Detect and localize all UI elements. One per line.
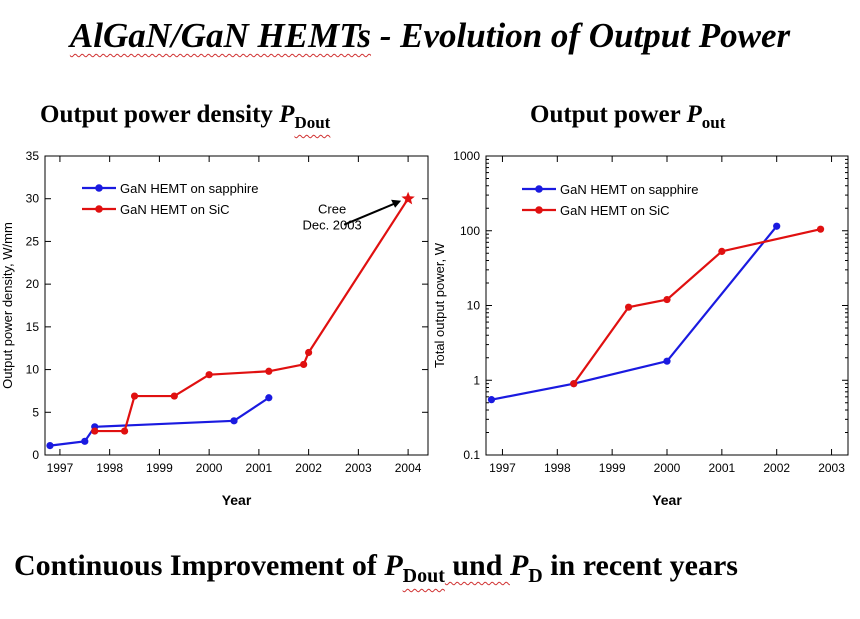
y-tick-label: 20 bbox=[26, 277, 40, 291]
data-point bbox=[265, 367, 273, 375]
y-axis-label: Output power density, W/mm bbox=[0, 222, 15, 389]
y-tick-label: 30 bbox=[26, 192, 40, 206]
x-tick-label: 1998 bbox=[96, 461, 123, 475]
x-axis-label: Year bbox=[652, 492, 682, 508]
y-tick-label: 10 bbox=[467, 299, 481, 313]
plot-frame-1 bbox=[485, 155, 849, 456]
series-line-sic bbox=[572, 228, 821, 385]
x-tick-label: 1999 bbox=[599, 461, 626, 475]
data-point bbox=[230, 417, 238, 425]
annotation-arrow bbox=[343, 200, 400, 226]
y-tick-label: 5 bbox=[32, 405, 39, 419]
data-point bbox=[205, 371, 213, 379]
legend-marker bbox=[535, 185, 543, 193]
y-tick-label: 10 bbox=[26, 363, 40, 377]
x-tick-label: 2004 bbox=[395, 461, 422, 475]
title-suffix: - Evolution of Output Power bbox=[371, 16, 791, 55]
data-point bbox=[81, 437, 89, 445]
x-tick-label: 1997 bbox=[47, 461, 74, 475]
x-tick-label: 2001 bbox=[246, 461, 273, 475]
series-line-sapphire bbox=[491, 225, 778, 401]
data-point bbox=[570, 380, 578, 388]
footer-caption: Continuous Improvement of PDout und PD i… bbox=[14, 549, 738, 587]
y-axis-label: Total output power, W bbox=[432, 242, 447, 368]
x-tick-label: 1997 bbox=[489, 461, 516, 475]
data-point bbox=[663, 357, 671, 365]
legend-marker bbox=[95, 184, 103, 192]
data-point bbox=[170, 392, 178, 400]
data-point bbox=[130, 392, 139, 400]
data-point bbox=[816, 225, 825, 233]
data-point bbox=[305, 348, 313, 357]
legend-label: GaN HEMT on SiC bbox=[120, 202, 230, 217]
legend-label: GaN HEMT on SiC bbox=[560, 203, 670, 218]
plot-frame-0 bbox=[44, 155, 429, 456]
data-point bbox=[300, 360, 308, 369]
y-tick-label: 35 bbox=[26, 149, 40, 163]
x-tick-label: 2001 bbox=[708, 461, 735, 475]
legend-marker bbox=[535, 206, 543, 214]
data-point bbox=[625, 303, 633, 311]
data-point bbox=[663, 295, 671, 304]
legend-label: GaN HEMT on sapphire bbox=[120, 181, 259, 196]
star-marker bbox=[401, 191, 415, 205]
x-tick-label: 2003 bbox=[818, 461, 845, 475]
x-tick-label: 2002 bbox=[295, 461, 322, 475]
x-axis-label: Year bbox=[222, 492, 252, 508]
legend-marker bbox=[95, 205, 103, 213]
data-point bbox=[91, 427, 99, 435]
series-line-sic bbox=[94, 198, 410, 433]
y-tick-label: 15 bbox=[26, 320, 40, 334]
y-tick-label: 0 bbox=[32, 448, 39, 462]
data-point bbox=[46, 442, 54, 450]
annotation-arrowhead bbox=[391, 199, 402, 208]
data-point bbox=[265, 394, 273, 402]
right-chart-heading: Output power Pout bbox=[530, 101, 726, 132]
data-point bbox=[120, 427, 129, 435]
annotation-text: Cree bbox=[318, 202, 346, 217]
x-tick-label: 1998 bbox=[544, 461, 571, 475]
y-tick-label: 0.1 bbox=[463, 448, 480, 462]
x-tick-label: 2000 bbox=[196, 461, 223, 475]
title-prefix: AlGaN/GaN HEMTs bbox=[69, 16, 372, 55]
left-chart-heading: Output power density PDout bbox=[40, 101, 331, 132]
data-point bbox=[773, 222, 781, 230]
page-title: AlGaN/GaN HEMTs - Evolution of Output Po… bbox=[0, 16, 860, 56]
y-tick-label: 100 bbox=[460, 224, 480, 238]
y-tick-label: 25 bbox=[26, 234, 40, 248]
x-tick-label: 2003 bbox=[345, 461, 372, 475]
data-point bbox=[718, 247, 726, 255]
x-tick-label: 2002 bbox=[763, 461, 790, 475]
x-tick-label: 2000 bbox=[654, 461, 681, 475]
x-tick-label: 1999 bbox=[146, 461, 173, 475]
annotation-text: Dec. 2003 bbox=[302, 218, 361, 233]
data-point bbox=[487, 396, 496, 404]
legend-label: GaN HEMT on sapphire bbox=[560, 182, 699, 197]
y-tick-label: 1000 bbox=[453, 149, 480, 163]
y-tick-label: 1 bbox=[473, 373, 480, 387]
